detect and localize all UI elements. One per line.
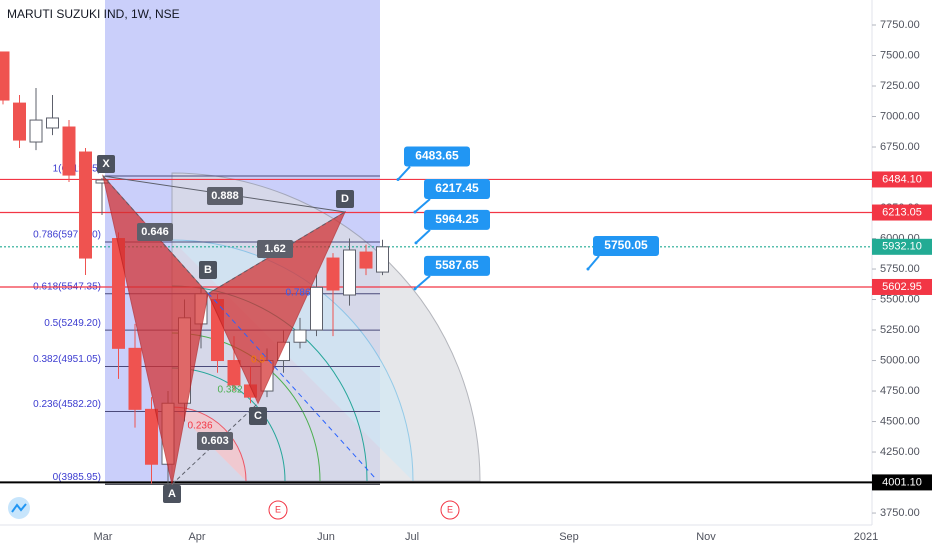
fib-label: 1(6512.45)	[53, 164, 101, 175]
callout-pointer	[587, 255, 600, 270]
price-tag	[872, 204, 932, 221]
callout-box	[424, 255, 490, 276]
callout-pointer	[414, 275, 431, 290]
ratio-box	[257, 240, 293, 258]
arc-label: 0.382	[217, 385, 242, 396]
price-tag-label: 6484.10	[882, 173, 922, 185]
ratio-label: 0.646	[141, 226, 169, 238]
candle-body	[13, 102, 26, 141]
callout-label: 6217.45	[435, 181, 479, 195]
y-tick-label: 7000.00	[880, 110, 920, 122]
callout-box	[593, 236, 659, 257]
y-tick-label: 5750.00	[880, 263, 920, 275]
x-tick-label: Jul	[405, 531, 419, 543]
pattern-point-label: D	[341, 193, 349, 205]
candle-body	[359, 251, 373, 269]
pattern-point-box	[97, 155, 115, 173]
chart-title: MARUTI SUZUKI IND, 1W, NSE	[7, 7, 180, 21]
arc-label: 0.786	[285, 288, 310, 299]
ratio-box	[197, 432, 233, 450]
y-tick-label: 4750.00	[880, 385, 920, 397]
x-tick-label: Sep	[559, 531, 579, 543]
pattern-point-label: X	[102, 158, 110, 170]
ratio-label: 0.603	[201, 435, 229, 447]
ratio-box	[137, 223, 173, 241]
candle-body	[343, 249, 356, 296]
candle-body	[62, 126, 76, 176]
ratio-label: 0.888	[211, 190, 239, 202]
callout-pointer	[397, 165, 411, 181]
x-tick-label: 2021	[854, 531, 878, 543]
pattern-point-box	[336, 190, 354, 208]
price-tag-label: 5602.95	[882, 281, 922, 293]
pattern-point-box	[199, 261, 217, 279]
event-marker	[440, 500, 460, 520]
callout-pointer	[415, 229, 431, 244]
pattern-point-box	[249, 407, 267, 425]
x-tick-label: Mar	[94, 531, 113, 543]
logo	[8, 497, 30, 519]
candle-body	[128, 347, 142, 410]
candle-body	[29, 119, 43, 143]
arc-label: 0.236	[187, 421, 212, 432]
y-tick-label: 7250.00	[880, 80, 920, 92]
candle-body	[293, 329, 307, 343]
ratio-box	[207, 187, 243, 205]
pattern-point-label: B	[204, 264, 212, 276]
trend-line	[207, 292, 376, 479]
price-tag-label: 5932.10	[882, 241, 922, 253]
event-label: E	[447, 504, 453, 514]
y-tick-label: 5250.00	[880, 324, 920, 336]
fib-label: 0.786(5971.80)	[33, 230, 101, 241]
callout-box	[404, 146, 470, 167]
price-tag-label: 6213.05	[882, 206, 922, 218]
candle-body	[227, 360, 241, 386]
candle-body	[326, 257, 340, 291]
candle-body	[0, 51, 10, 101]
fib-label: 0.382(4951.05)	[33, 354, 101, 365]
price-tag	[872, 278, 932, 295]
x-tick-label: Jun	[317, 531, 335, 543]
y-tick-label: 7750.00	[880, 19, 920, 31]
price-tag	[872, 474, 932, 491]
y-tick-label: 4250.00	[880, 446, 920, 458]
x-tick-label: Apr	[188, 531, 205, 543]
candle-body	[79, 151, 92, 259]
candle-body	[310, 286, 323, 331]
y-tick-label: 7500.00	[880, 49, 920, 61]
callout-label: 6483.65	[415, 149, 459, 163]
pattern-point-box	[163, 485, 181, 503]
event-marker	[268, 500, 288, 520]
y-tick-label: 5500.00	[880, 293, 920, 305]
callout-label: 5587.65	[435, 258, 479, 272]
price-tag-label: 4001.10	[882, 476, 922, 488]
ratio-label: 1.62	[264, 243, 285, 255]
callout-pointer	[414, 198, 431, 213]
y-tick-label: 6750.00	[880, 141, 920, 153]
fib-label: 0.5(5249.20)	[44, 318, 101, 329]
callout-label: 5750.05	[604, 238, 648, 252]
candle-body	[376, 246, 389, 273]
candle-body	[46, 117, 59, 129]
price-tag	[872, 171, 932, 188]
candle-body	[145, 408, 158, 465]
y-tick-label: 5000.00	[880, 354, 920, 366]
pattern-point-label: A	[168, 488, 176, 500]
fib-label: 0(3985.95)	[53, 472, 101, 483]
callout-label: 5964.25	[435, 212, 479, 226]
x-tick-label: Nov	[696, 531, 716, 543]
arc-label: 0.5	[251, 355, 265, 366]
pattern-point-label: C	[254, 410, 262, 422]
fib-label: 0.236(4582.20)	[33, 399, 101, 410]
callout-box	[424, 209, 490, 230]
price-tag	[872, 238, 932, 255]
event-label: E	[275, 504, 281, 514]
callout-box	[424, 178, 490, 199]
y-tick-label: 4500.00	[880, 415, 920, 427]
y-tick-label: 3750.00	[880, 507, 920, 519]
